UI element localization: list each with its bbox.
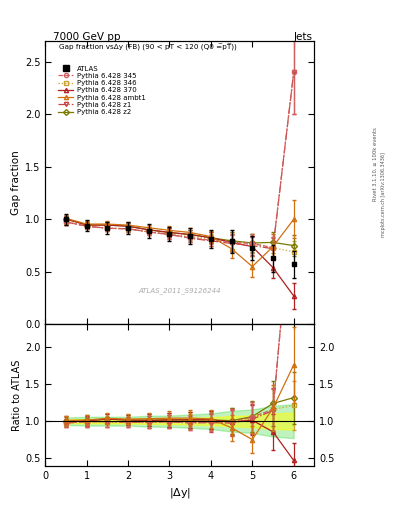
Y-axis label: Ratio to ATLAS: Ratio to ATLAS: [12, 359, 22, 431]
Legend: ATLAS, Pythia 6.428 345, Pythia 6.428 346, Pythia 6.428 370, Pythia 6.428 ambt1,: ATLAS, Pythia 6.428 345, Pythia 6.428 34…: [57, 65, 147, 117]
Text: Rivet 3.1.10, ≥ 100k events: Rivet 3.1.10, ≥ 100k events: [373, 127, 378, 201]
Text: 7000 GeV pp: 7000 GeV pp: [53, 32, 121, 42]
Text: Gap fraction vsΔy (FB) (90 < pT < 120 (Q0 =̅pT̅)): Gap fraction vsΔy (FB) (90 < pT < 120 (Q…: [59, 44, 237, 51]
Text: Jets: Jets: [294, 32, 312, 42]
X-axis label: |$\Delta$y|: |$\Delta$y|: [169, 486, 191, 500]
Text: ATLAS_2011_S9126244: ATLAS_2011_S9126244: [138, 287, 221, 294]
Y-axis label: Gap fraction: Gap fraction: [11, 150, 21, 215]
Text: mcplots.cern.ch [arXiv:1306.3436]: mcplots.cern.ch [arXiv:1306.3436]: [381, 152, 386, 237]
